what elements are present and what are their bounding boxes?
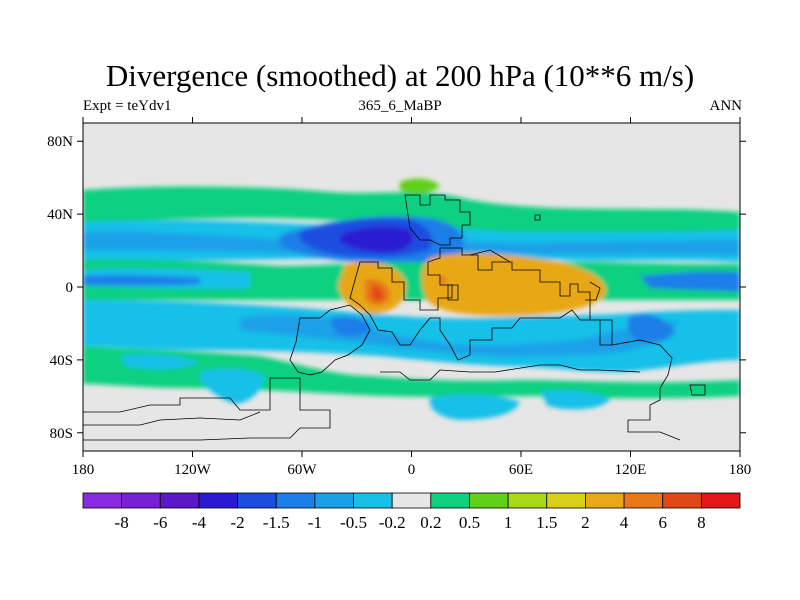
continent-outlines bbox=[83, 194, 706, 441]
colorbar-label: -4 bbox=[192, 513, 207, 532]
colorbar-swatch bbox=[546, 492, 586, 509]
antarctica-outline bbox=[83, 377, 331, 441]
colorbar-swatch bbox=[198, 492, 238, 509]
colorbar-swatch bbox=[159, 492, 200, 509]
y-tick-label: 40N bbox=[47, 207, 73, 223]
colorbar-label: -6 bbox=[153, 513, 167, 532]
y-tick-label: 80N bbox=[47, 134, 73, 150]
colorbar-label: -1.5 bbox=[263, 513, 290, 532]
colorbar-label: 2 bbox=[581, 513, 590, 532]
season-label: ANN bbox=[709, 98, 743, 114]
experiment-label: Expt = teYdv1 bbox=[83, 98, 172, 114]
colorbar-swatch bbox=[275, 492, 316, 509]
australia-outline bbox=[611, 339, 681, 441]
colorbar: -8 -6 -4 -2 -1.5 -1 -0.5 -0.2 0.2 0.5 1 1.5 2 4 6 8 bbox=[82, 492, 741, 532]
contour-region-cyan bbox=[540, 390, 610, 410]
arabia-outline bbox=[447, 284, 459, 301]
antarctica-coast-2 bbox=[83, 364, 641, 426]
colorbar-label: -0.2 bbox=[379, 513, 406, 532]
contour-region-navy bbox=[340, 226, 414, 253]
colorbar-label: 4 bbox=[620, 513, 629, 532]
x-tick-label: 180 bbox=[72, 462, 95, 478]
europe-outline bbox=[404, 194, 471, 246]
colorbar-swatch bbox=[623, 492, 664, 509]
x-tick-label: 60E bbox=[509, 462, 533, 478]
contour-region-lightgreen bbox=[400, 178, 440, 194]
contour-region-orange bbox=[421, 253, 606, 316]
contour-region-blue bbox=[330, 316, 372, 336]
colorbar-label: 0.2 bbox=[420, 513, 441, 532]
x-tick-label: 120W bbox=[174, 462, 212, 478]
colorbar-label: 1.5 bbox=[536, 513, 557, 532]
divergence-field bbox=[83, 123, 740, 451]
x-tick-label: 120E bbox=[615, 462, 647, 478]
south-america-outline bbox=[289, 304, 371, 376]
contour-region-blue bbox=[628, 314, 675, 343]
contour-region-darkorange bbox=[440, 276, 446, 284]
colorbar-label: 8 bbox=[697, 513, 706, 532]
colorbar-label: 0.5 bbox=[459, 513, 480, 532]
colorbar-swatch bbox=[585, 492, 625, 509]
colorbar-swatch bbox=[430, 492, 470, 509]
contour-region-blue bbox=[640, 271, 740, 292]
colorbar-swatch bbox=[662, 492, 702, 509]
x-tick-label: 60W bbox=[287, 462, 317, 478]
colorbar-swatch bbox=[314, 492, 354, 509]
x-tick-label: 0 bbox=[408, 462, 416, 478]
y-tick-label: 0 bbox=[66, 280, 74, 296]
africa-outline bbox=[349, 247, 613, 361]
colorbar-swatch bbox=[121, 492, 161, 509]
colorbar-swatch bbox=[507, 492, 548, 509]
y-axis: 80N 40N 0 40S 80S bbox=[47, 134, 746, 442]
contour-region-cyan bbox=[200, 368, 265, 404]
colorbar-label: 6 bbox=[658, 513, 667, 532]
contour-region-cyan bbox=[120, 354, 200, 370]
contour-region-cyan bbox=[430, 394, 520, 420]
colorbar-label: -8 bbox=[115, 513, 129, 532]
colorbar-swatch bbox=[353, 492, 393, 509]
colorbar-swatch bbox=[237, 492, 277, 509]
colorbar-swatch bbox=[82, 492, 123, 509]
contour-region-red bbox=[371, 285, 384, 302]
y-tick-label: 40S bbox=[50, 353, 73, 369]
colorbar-label: -0.5 bbox=[340, 513, 367, 532]
colorbar-swatch bbox=[700, 492, 741, 509]
colorbar-label: -1 bbox=[308, 513, 322, 532]
period-label: 365_6_MaBP bbox=[358, 98, 442, 114]
x-tick-label: 180 bbox=[729, 462, 752, 478]
colorbar-swatch bbox=[391, 492, 432, 509]
y-tick-label: 80S bbox=[50, 426, 73, 442]
asia-detail-outline bbox=[469, 214, 706, 396]
plot-title: Divergence (smoothed) at 200 hPa (10**6 … bbox=[105, 58, 695, 93]
contour-region-green bbox=[83, 186, 740, 234]
contour-region-blue bbox=[83, 275, 200, 286]
colorbar-label: -2 bbox=[231, 513, 245, 532]
colorbar-swatch bbox=[469, 492, 509, 509]
colorbar-label: 1 bbox=[504, 513, 513, 532]
x-axis: 180 120W 60W 0 60E 120E 180 bbox=[72, 117, 752, 478]
